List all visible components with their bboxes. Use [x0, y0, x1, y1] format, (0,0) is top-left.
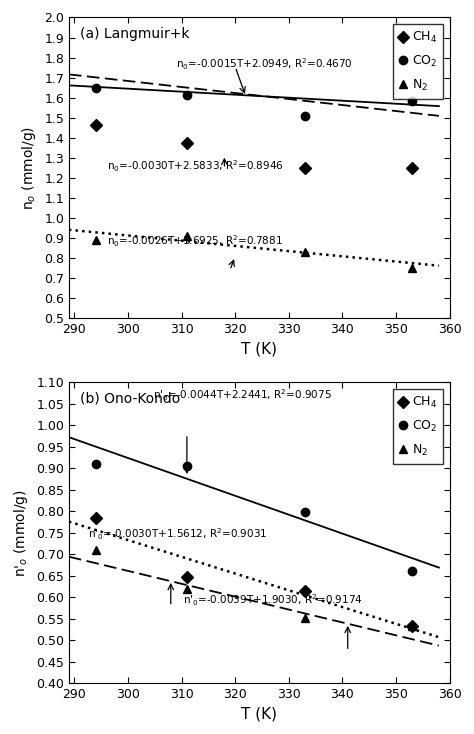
Legend: CH$_4$, CO$_2$, N$_2$: CH$_4$, CO$_2$, N$_2$ — [393, 389, 443, 464]
Text: n'$_0$=-0.0030T+1.5612, R$^2$=0.9031: n'$_0$=-0.0030T+1.5612, R$^2$=0.9031 — [88, 526, 267, 542]
Text: n$_0$=-0.0026T+1.6925, R$^2$=0.7881: n$_0$=-0.0026T+1.6925, R$^2$=0.7881 — [107, 233, 283, 249]
Text: n'$_0$=-0.0039T+1.9030, R$^2$=0.9174: n'$_0$=-0.0039T+1.9030, R$^2$=0.9174 — [183, 592, 363, 608]
X-axis label: T (K): T (K) — [241, 341, 277, 357]
Text: n'$_0$=-0.0044T+2.2441, R$^2$=0.9075: n'$_0$=-0.0044T+2.2441, R$^2$=0.9075 — [153, 388, 331, 404]
Text: (a) Langmuir+k: (a) Langmuir+k — [80, 26, 190, 40]
Text: n$_0$=-0.0030T+2.5833, R$^2$=0.8946: n$_0$=-0.0030T+2.5833, R$^2$=0.8946 — [107, 159, 283, 174]
Legend: CH$_4$, CO$_2$, N$_2$: CH$_4$, CO$_2$, N$_2$ — [393, 23, 443, 99]
Text: n$_0$=-0.0015T+2.0949, R$^2$=0.4670: n$_0$=-0.0015T+2.0949, R$^2$=0.4670 — [175, 56, 352, 72]
Y-axis label: n$_o$ (mmol/g): n$_o$ (mmol/g) — [20, 126, 38, 210]
X-axis label: T (K): T (K) — [241, 707, 277, 722]
Text: (b) Ono-Kondo: (b) Ono-Kondo — [80, 391, 181, 405]
Y-axis label: n'$_o$ (mmol/g): n'$_o$ (mmol/g) — [12, 489, 30, 577]
